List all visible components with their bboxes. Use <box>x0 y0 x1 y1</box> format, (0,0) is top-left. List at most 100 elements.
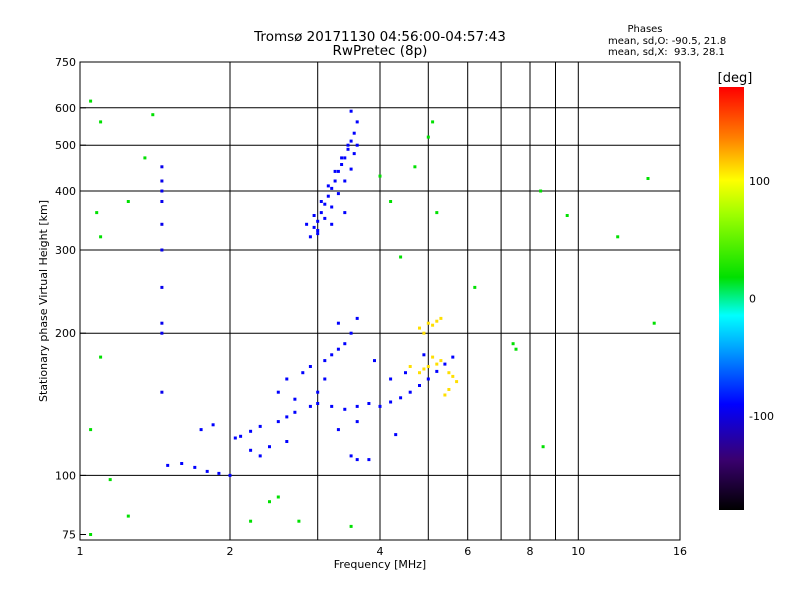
y-tick-label: 600 <box>55 102 76 115</box>
data-point <box>160 390 164 394</box>
data-point <box>276 420 280 424</box>
data-point <box>323 359 327 363</box>
data-point <box>319 211 323 215</box>
data-point <box>316 390 320 394</box>
data-point <box>422 367 426 371</box>
data-point <box>340 156 344 160</box>
data-point <box>355 420 359 424</box>
data-point <box>333 179 337 183</box>
data-point <box>367 402 371 405</box>
data-point <box>652 321 656 325</box>
data-point <box>443 393 447 397</box>
x-tick-label: 8 <box>527 545 534 558</box>
data-point <box>249 429 253 433</box>
y-tick-label: 500 <box>55 139 76 152</box>
phases-o-stats: mean, sd,O: -90.5, 21.8 <box>608 36 726 47</box>
y-tick-label: 75 <box>62 529 76 542</box>
y-tick-label: 100 <box>55 469 76 482</box>
data-point <box>418 326 421 330</box>
data-point <box>268 445 271 449</box>
colorbar <box>719 87 744 510</box>
x-axis-label: Frequency [MHz] <box>334 558 426 571</box>
data-point <box>426 135 430 139</box>
data-point <box>276 495 280 499</box>
data-point <box>346 147 350 151</box>
data-point <box>418 384 421 387</box>
data-point <box>426 365 430 368</box>
data-point <box>451 374 455 378</box>
data-point <box>431 120 435 124</box>
data-point <box>160 179 164 183</box>
data-point <box>308 365 312 368</box>
data-point <box>352 131 356 135</box>
data-point <box>426 321 430 325</box>
x-tick-label: 10 <box>571 545 585 558</box>
y-axis-ticks: 75 100 200 300 400 500 600 750 <box>55 56 86 542</box>
data-point <box>541 445 545 449</box>
data-point <box>249 519 253 523</box>
phases-title: Phases <box>627 24 662 35</box>
data-point <box>389 200 393 203</box>
data-point <box>326 194 330 198</box>
data-point <box>336 192 340 196</box>
x-tick-label: 16 <box>673 545 687 558</box>
data-point <box>308 235 312 239</box>
data-point <box>323 216 327 220</box>
data-point <box>160 321 164 325</box>
data-point <box>336 321 340 325</box>
data-point <box>349 109 353 113</box>
data-point <box>422 353 426 357</box>
data-point <box>346 143 350 147</box>
data-point <box>297 519 301 523</box>
data-point <box>89 99 93 103</box>
data-point <box>95 211 99 215</box>
data-point <box>143 156 147 160</box>
data-point <box>180 462 184 465</box>
data-point <box>431 355 435 359</box>
y-tick-label: 200 <box>55 327 76 340</box>
data-point <box>408 390 412 394</box>
data-point <box>367 458 371 462</box>
data-point <box>323 202 327 206</box>
data-point <box>439 316 443 320</box>
data-point <box>258 454 262 458</box>
data-point <box>276 390 280 394</box>
data-point <box>389 400 393 404</box>
grid-lines <box>80 62 680 540</box>
data-point <box>343 342 347 346</box>
data-point <box>99 355 103 359</box>
colorbar-tick-label: 100 <box>749 175 770 188</box>
data-point <box>293 397 297 401</box>
data-point <box>228 473 232 477</box>
data-point <box>451 355 455 359</box>
data-point <box>418 371 421 375</box>
data-point <box>285 440 289 443</box>
data-point <box>343 156 347 160</box>
data-point <box>349 139 353 143</box>
data-point <box>193 465 197 469</box>
data-point <box>285 377 289 381</box>
data-point <box>330 205 334 209</box>
y-tick-label: 750 <box>55 56 76 69</box>
data-point <box>447 371 451 375</box>
data-point <box>373 359 376 363</box>
data-point <box>160 285 164 289</box>
data-point <box>355 316 359 320</box>
data-point <box>305 222 309 226</box>
data-point <box>399 396 403 400</box>
data-point <box>439 359 443 363</box>
data-point <box>349 524 353 528</box>
data-point <box>151 113 155 117</box>
colorbar-tick-label: 0 <box>749 293 756 306</box>
phases-x-stats: mean, sd,X: 93.3, 28.1 <box>608 47 725 58</box>
data-point <box>435 319 439 323</box>
data-point <box>616 235 620 239</box>
data-point <box>539 189 543 193</box>
data-point <box>511 342 515 346</box>
data-point <box>199 428 203 432</box>
x-tick-label: 2 <box>227 545 234 558</box>
data-point <box>316 402 320 405</box>
data-point <box>301 371 305 375</box>
data-point <box>239 434 243 438</box>
